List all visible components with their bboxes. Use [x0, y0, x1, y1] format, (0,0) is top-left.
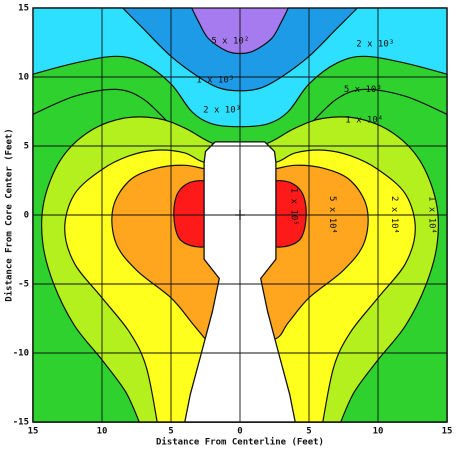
y-tick-label: -15 — [13, 418, 29, 428]
x-tick-label: 10 — [97, 427, 108, 437]
y-tick-label: 15 — [18, 4, 29, 14]
x-axis-label: Distance From Centerline (Feet) — [156, 437, 324, 448]
x-tick-label: 5 — [168, 427, 173, 437]
y-tick-label: 5 — [24, 142, 29, 152]
y-tick-label: 10 — [18, 73, 29, 83]
x-tick-label: 15 — [442, 427, 453, 437]
y-tick-label: 0 — [24, 211, 29, 221]
contour-label: 2 x 10³ — [356, 39, 394, 49]
y-axis-label: Distance From Core Center (Feet) — [4, 128, 15, 301]
x-tick-label: 15 — [28, 427, 39, 437]
x-tick-label: 5 — [306, 427, 311, 437]
plot-frame — [32, 7, 448, 423]
contour-label: 5 x 10⁴ — [327, 196, 337, 234]
contour-label: 1 x 10⁴ — [426, 196, 436, 234]
y-tick-label: -10 — [13, 349, 29, 359]
x-tick-label: 10 — [373, 427, 384, 437]
contour-label: 2 x 10⁴ — [389, 196, 399, 234]
contour-label: 1 x 10³ — [196, 75, 234, 85]
y-tick-label: -5 — [18, 280, 29, 290]
contour-label: 2 x 10³ — [203, 106, 241, 116]
contour-label: 5 x 10² — [211, 37, 249, 47]
contour-label: 5 x 10³ — [344, 85, 382, 95]
x-tick-label: 0 — [237, 427, 242, 437]
contour-label: 1 x 10⁴ — [345, 115, 383, 125]
contour-label: 1 x 10⁵ — [288, 188, 298, 226]
